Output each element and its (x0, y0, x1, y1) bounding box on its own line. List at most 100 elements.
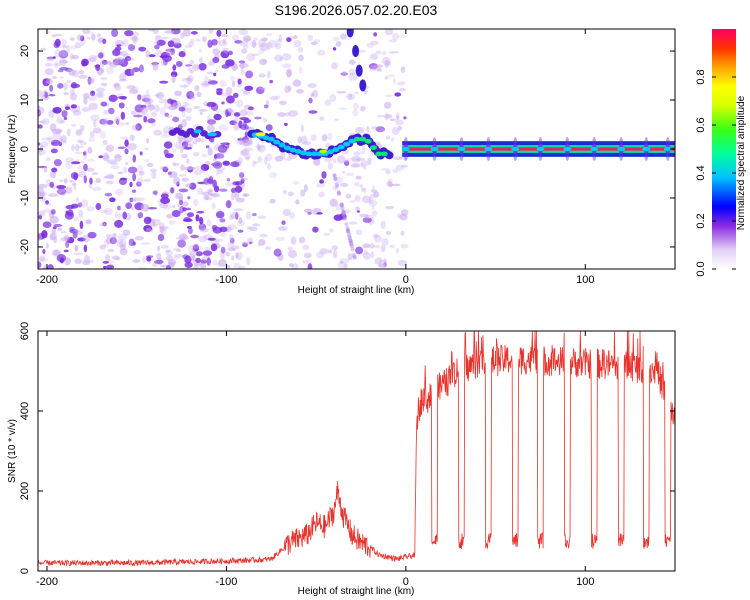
noise-speck (385, 135, 391, 140)
noise-speck (401, 164, 408, 168)
noise-speck (233, 117, 239, 124)
noise-speck (189, 70, 195, 74)
noise-speck (183, 146, 193, 150)
noise-speck (87, 54, 98, 63)
noise-speck (240, 48, 248, 54)
noise-speck (129, 34, 138, 41)
noise-speck (181, 141, 189, 148)
ridge-core (305, 151, 313, 157)
noise-speck (384, 29, 394, 36)
noise-speck (218, 79, 228, 87)
noise-speck (171, 210, 181, 218)
noise-speck (193, 198, 199, 207)
noise-speck (244, 152, 251, 161)
noise-speck (245, 156, 250, 160)
noise-speck (358, 213, 369, 218)
noise-speck (348, 72, 358, 81)
noise-speck (78, 171, 87, 178)
noise-speck (197, 245, 203, 251)
noise-speck (254, 116, 262, 120)
noise-speck (218, 124, 229, 132)
noise-speck (188, 92, 196, 101)
noise-speck (268, 172, 278, 179)
noise-speck (391, 127, 400, 136)
noise-speck (312, 226, 319, 233)
noise-speck (191, 255, 196, 263)
noise-speck (227, 247, 237, 252)
noise-speck (109, 61, 118, 68)
noise-speck (219, 252, 226, 260)
noise-speck (220, 92, 230, 97)
noise-speck (247, 106, 254, 111)
noise-speck (77, 145, 84, 149)
noise-speck (54, 60, 59, 69)
noise-speck (159, 107, 166, 115)
noise-speck (239, 109, 248, 117)
noise-speck (40, 191, 47, 197)
noise-speck (241, 241, 247, 246)
noise-speck (114, 155, 122, 158)
noise-speck (207, 39, 213, 48)
noise-speck (102, 260, 109, 264)
pulse-node (563, 146, 572, 152)
noise-speck (119, 136, 130, 140)
noise-speck (38, 89, 43, 97)
noise-speck (38, 124, 43, 129)
noise-speck (86, 167, 95, 172)
noise-speck (257, 155, 263, 163)
noise-speck (154, 104, 160, 113)
noise-speck (225, 59, 235, 67)
streak-speck (344, 222, 349, 227)
noise-speck (123, 166, 128, 174)
noise-speck (368, 197, 374, 205)
noise-speck (77, 139, 84, 143)
noise-speck (370, 40, 379, 46)
noise-speck (99, 244, 106, 250)
noise-speck (84, 149, 88, 156)
noise-speck (348, 68, 356, 76)
noise-speck (39, 195, 45, 203)
noise-speck (206, 257, 211, 266)
noise-speck (102, 154, 110, 162)
noise-speck (224, 47, 229, 55)
noise-speck (109, 162, 119, 166)
noise-speck (38, 261, 42, 269)
noise-speck (319, 116, 325, 121)
noise-speck (81, 60, 88, 67)
noise-speck (167, 171, 172, 175)
noise-speck (74, 42, 82, 49)
noise-speck (86, 158, 96, 162)
noise-speck (190, 31, 198, 35)
noise-speck (211, 202, 216, 210)
figure-title: S196.2026.057.02.20.E03 (275, 2, 438, 18)
noise-speck (214, 69, 219, 73)
noise-speck (148, 104, 156, 111)
noise-speck (403, 116, 407, 120)
noise-speck (198, 216, 204, 225)
noise-speck (221, 47, 229, 53)
noise-speck (139, 151, 143, 156)
noise-speck (83, 244, 88, 253)
noise-speck (274, 54, 283, 62)
snr-ticks: -200 -100 0 100 0 200 400 600 (19, 322, 675, 588)
noise-speck (105, 144, 115, 152)
noise-speck (227, 224, 237, 231)
noise-speck (53, 236, 58, 244)
noise-speck (387, 74, 395, 77)
noise-speck (143, 94, 151, 99)
noise-speck (165, 114, 173, 118)
noise-speck (58, 137, 63, 142)
noise-speck (56, 254, 67, 263)
noise-speck (140, 242, 151, 246)
noise-speck (258, 87, 267, 90)
noise-speck (303, 208, 313, 213)
noise-speck (389, 244, 395, 249)
noise-speck (145, 227, 152, 233)
noise-speck (180, 164, 185, 171)
noise-speck (331, 62, 338, 70)
ridge-core (332, 147, 340, 153)
noise-speck (136, 197, 145, 202)
noise-speck (102, 38, 107, 44)
noise-speck (82, 29, 90, 35)
